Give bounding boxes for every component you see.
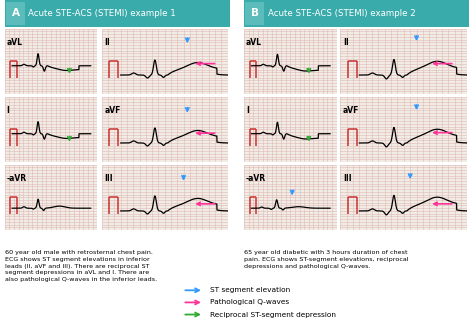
Text: aVF: aVF [343,106,359,115]
Text: Pathological Q-waves: Pathological Q-waves [210,300,289,305]
Text: A: A [11,8,19,18]
Text: III: III [343,174,352,183]
Text: I: I [246,106,249,115]
Text: -aVR: -aVR [246,174,266,183]
Text: 60 year old male with retrosternal chest pain.
ECG shows ST segment elevations i: 60 year old male with retrosternal chest… [5,250,157,282]
Text: ST segment elevation: ST segment elevation [210,287,290,293]
Text: -aVR: -aVR [7,174,27,183]
Text: I: I [7,106,9,115]
Text: aVF: aVF [104,106,121,115]
Bar [6,2,25,25]
Text: II: II [343,38,348,47]
Text: aVL: aVL [246,38,262,47]
Text: B: B [251,8,259,18]
Text: 65 year old diabetic with 3 hours duration of chest
pain. ECG shows ST-segment e: 65 year old diabetic with 3 hours durati… [244,250,409,269]
Bar [245,2,264,25]
Text: II: II [104,38,110,47]
Text: Acute STE-ACS (STEMI) example 2: Acute STE-ACS (STEMI) example 2 [268,9,416,18]
Text: Acute STE-ACS (STEMI) example 1: Acute STE-ACS (STEMI) example 1 [28,9,176,18]
Text: III: III [104,174,113,183]
Text: aVL: aVL [7,38,23,47]
Text: Reciprocal ST-segment depression: Reciprocal ST-segment depression [210,312,336,317]
